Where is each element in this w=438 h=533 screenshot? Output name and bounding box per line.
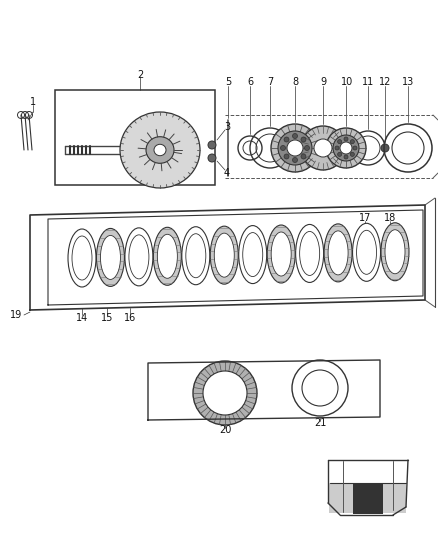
Ellipse shape <box>271 232 291 276</box>
Text: 6: 6 <box>247 77 253 87</box>
Text: 18: 18 <box>384 213 396 223</box>
Text: 10: 10 <box>341 77 353 87</box>
Ellipse shape <box>385 230 405 274</box>
Circle shape <box>284 154 289 159</box>
Ellipse shape <box>72 236 92 280</box>
Text: 7: 7 <box>267 77 273 87</box>
Text: 4: 4 <box>224 168 230 178</box>
Text: 5: 5 <box>225 77 231 87</box>
Ellipse shape <box>186 234 206 278</box>
Ellipse shape <box>328 231 348 275</box>
Circle shape <box>203 371 247 415</box>
Text: 13: 13 <box>402 77 414 87</box>
Circle shape <box>344 155 348 159</box>
Circle shape <box>350 152 354 156</box>
Text: 14: 14 <box>76 313 88 323</box>
Circle shape <box>287 140 303 156</box>
Ellipse shape <box>182 227 210 285</box>
Text: 16: 16 <box>124 313 136 323</box>
Text: 20: 20 <box>219 425 231 435</box>
Circle shape <box>302 370 338 406</box>
Circle shape <box>301 137 306 142</box>
Ellipse shape <box>210 226 238 284</box>
Bar <box>329 482 406 513</box>
Text: 12: 12 <box>379 77 391 87</box>
Circle shape <box>350 140 354 143</box>
Text: 17: 17 <box>359 213 371 223</box>
Text: 8: 8 <box>292 77 298 87</box>
Circle shape <box>338 140 342 143</box>
Circle shape <box>284 137 289 142</box>
Ellipse shape <box>324 224 352 282</box>
Bar <box>353 482 383 514</box>
Ellipse shape <box>153 227 181 285</box>
Ellipse shape <box>154 144 166 156</box>
Ellipse shape <box>243 232 263 277</box>
Circle shape <box>301 154 306 159</box>
Ellipse shape <box>68 229 96 287</box>
Ellipse shape <box>125 228 153 286</box>
Text: 19: 19 <box>10 310 22 320</box>
Ellipse shape <box>96 229 124 286</box>
Circle shape <box>353 146 357 150</box>
Circle shape <box>271 124 319 172</box>
Ellipse shape <box>353 223 381 281</box>
Text: 9: 9 <box>320 77 326 87</box>
Ellipse shape <box>296 224 324 282</box>
Circle shape <box>335 146 339 150</box>
Circle shape <box>314 139 332 157</box>
Ellipse shape <box>239 225 267 284</box>
Text: 21: 21 <box>314 418 326 428</box>
Circle shape <box>193 361 257 425</box>
Ellipse shape <box>100 236 120 279</box>
Circle shape <box>344 137 348 141</box>
Circle shape <box>333 135 359 161</box>
Circle shape <box>292 360 348 416</box>
Circle shape <box>301 126 345 170</box>
Circle shape <box>208 141 216 149</box>
Ellipse shape <box>300 231 320 276</box>
Ellipse shape <box>129 235 149 279</box>
Ellipse shape <box>381 223 409 281</box>
Ellipse shape <box>214 233 234 277</box>
Text: 1: 1 <box>30 97 36 107</box>
Ellipse shape <box>357 230 377 274</box>
Circle shape <box>293 133 297 139</box>
Circle shape <box>304 146 310 150</box>
Circle shape <box>326 128 366 168</box>
Ellipse shape <box>157 235 177 278</box>
Ellipse shape <box>267 225 295 283</box>
Text: 3: 3 <box>224 122 230 132</box>
Circle shape <box>208 154 216 162</box>
Ellipse shape <box>146 136 174 163</box>
Circle shape <box>338 152 342 156</box>
Bar <box>55 90 215 185</box>
Circle shape <box>381 144 389 152</box>
Text: 11: 11 <box>362 77 374 87</box>
Circle shape <box>278 131 312 165</box>
Circle shape <box>340 142 352 154</box>
Text: 15: 15 <box>101 313 113 323</box>
Circle shape <box>280 146 286 150</box>
Circle shape <box>293 157 297 163</box>
Text: 2: 2 <box>137 70 143 80</box>
Ellipse shape <box>120 112 200 188</box>
